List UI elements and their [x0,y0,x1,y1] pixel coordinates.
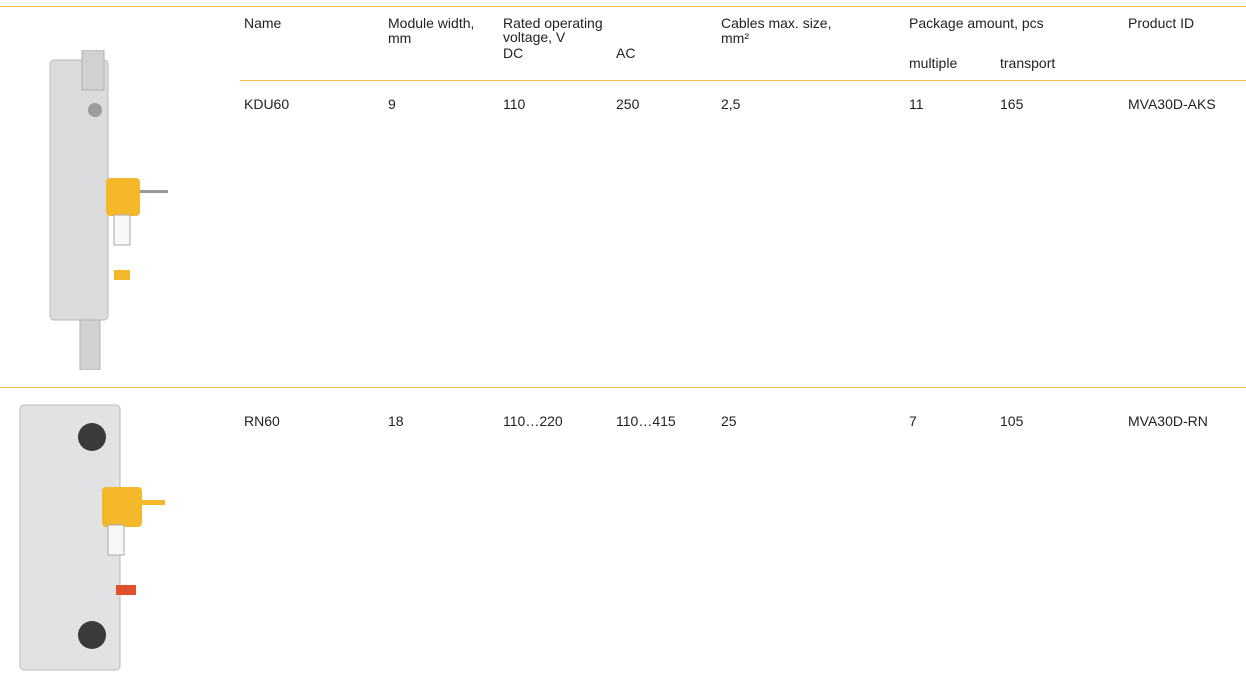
cell-ac: 250 [616,96,640,112]
header-rule [240,80,1246,81]
cell-transport: 165 [1000,96,1024,112]
header-ac: AC [616,45,636,61]
header-transport: transport [1000,55,1056,71]
header-dc: DC [503,45,524,61]
top-rule [0,6,1246,7]
cell-name: RN60 [244,413,280,429]
row-rule [0,387,1246,388]
cell-multiple: 7 [909,413,917,429]
product-image-rn60 [19,404,165,671]
cell-dc: 110 [503,96,526,112]
cell-product-id: MVA30D-RN [1128,413,1208,429]
header-cables: Cables max. size, mm² [721,15,832,46]
cell-name: KDU60 [244,96,290,112]
header-voltage: Rated operating voltage, V [503,15,603,45]
cell-cables: 25 [721,413,737,429]
header-module-width: Module width, mm [388,15,475,46]
header-multiple: multiple [909,55,958,71]
cell-dc: 110…220 [503,413,563,429]
product-image-kdu60 [49,50,168,370]
cell-transport: 105 [1000,413,1024,429]
header-product-id: Product ID [1128,15,1195,31]
cell-product-id: MVA30D-AKS [1128,96,1216,112]
cell-multiple: 11 [909,96,924,112]
cell-module-width: 9 [388,96,396,112]
cell-cables: 2,5 [721,96,741,112]
header-package: Package amount, pcs [909,15,1044,31]
cell-module-width: 18 [388,413,404,429]
cell-ac: 110…415 [616,413,676,429]
header-name: Name [244,15,282,31]
